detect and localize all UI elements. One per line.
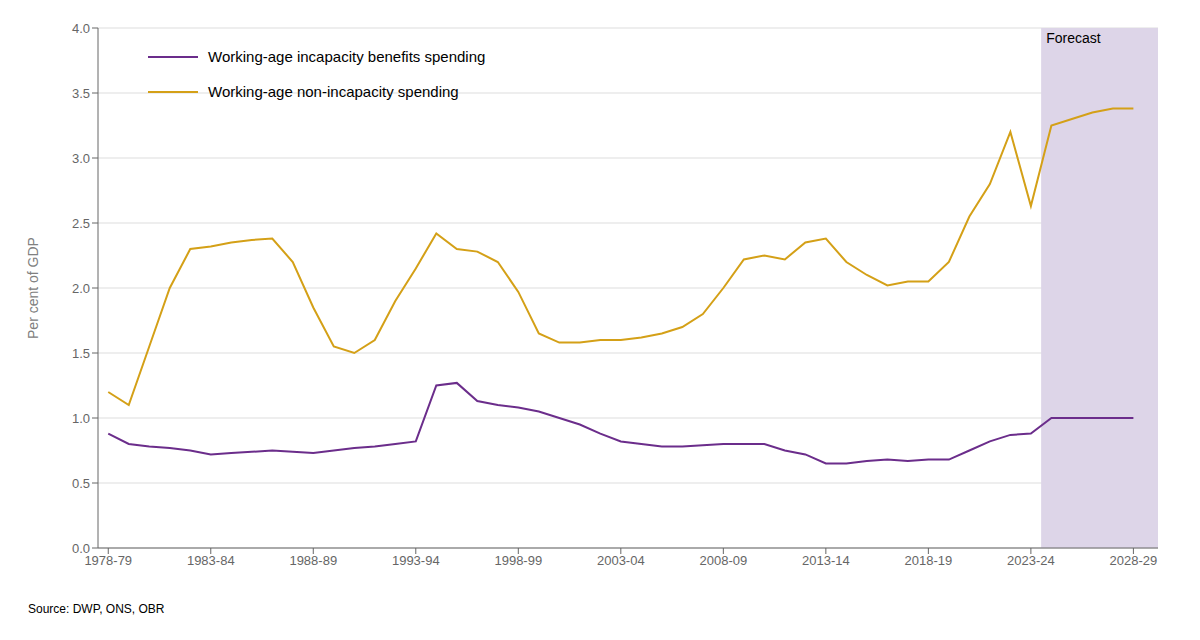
html-text:Working-age incapacity benefit: Working-age incapacity benefits spending: [208, 48, 486, 65]
svg-text:2013-14: 2013-14: [802, 553, 850, 568]
svg-text:1978-79: 1978-79: [84, 553, 132, 568]
svg-text:0.5: 0.5: [72, 476, 90, 491]
svg-text:2018-19: 2018-19: [905, 553, 953, 568]
svg-text:1988-89: 1988-89: [289, 553, 337, 568]
svg-text:3.5: 3.5: [72, 86, 90, 101]
svg-text:1993-94: 1993-94: [392, 553, 440, 568]
svg-text:1.5: 1.5: [72, 346, 90, 361]
svg-text:2.5: 2.5: [72, 216, 90, 231]
svg-text:2008-09: 2008-09: [699, 553, 747, 568]
svg-text:Per cent of GDP: Per cent of GDP: [25, 237, 41, 339]
svg-text:4.0: 4.0: [72, 21, 90, 36]
svg-text:Forecast: Forecast: [1046, 30, 1101, 46]
svg-text:2.0: 2.0: [72, 281, 90, 296]
svg-text:1983-84: 1983-84: [187, 553, 235, 568]
html-text:Source: DWP, ONS, OBR: Source: DWP, ONS, OBR: [28, 602, 165, 616]
svg-text:3.0: 3.0: [72, 151, 90, 166]
html-text:Working-age non-incapacity spe: Working-age non-incapacity spending: [208, 83, 459, 100]
svg-text:2003-04: 2003-04: [597, 553, 645, 568]
svg-text:1.0: 1.0: [72, 411, 90, 426]
svg-text:2023-24: 2023-24: [1007, 553, 1055, 568]
svg-text:0.0: 0.0: [72, 541, 90, 556]
svg-text:1998-99: 1998-99: [494, 553, 542, 568]
svg-text:2028-29: 2028-29: [1110, 553, 1158, 568]
